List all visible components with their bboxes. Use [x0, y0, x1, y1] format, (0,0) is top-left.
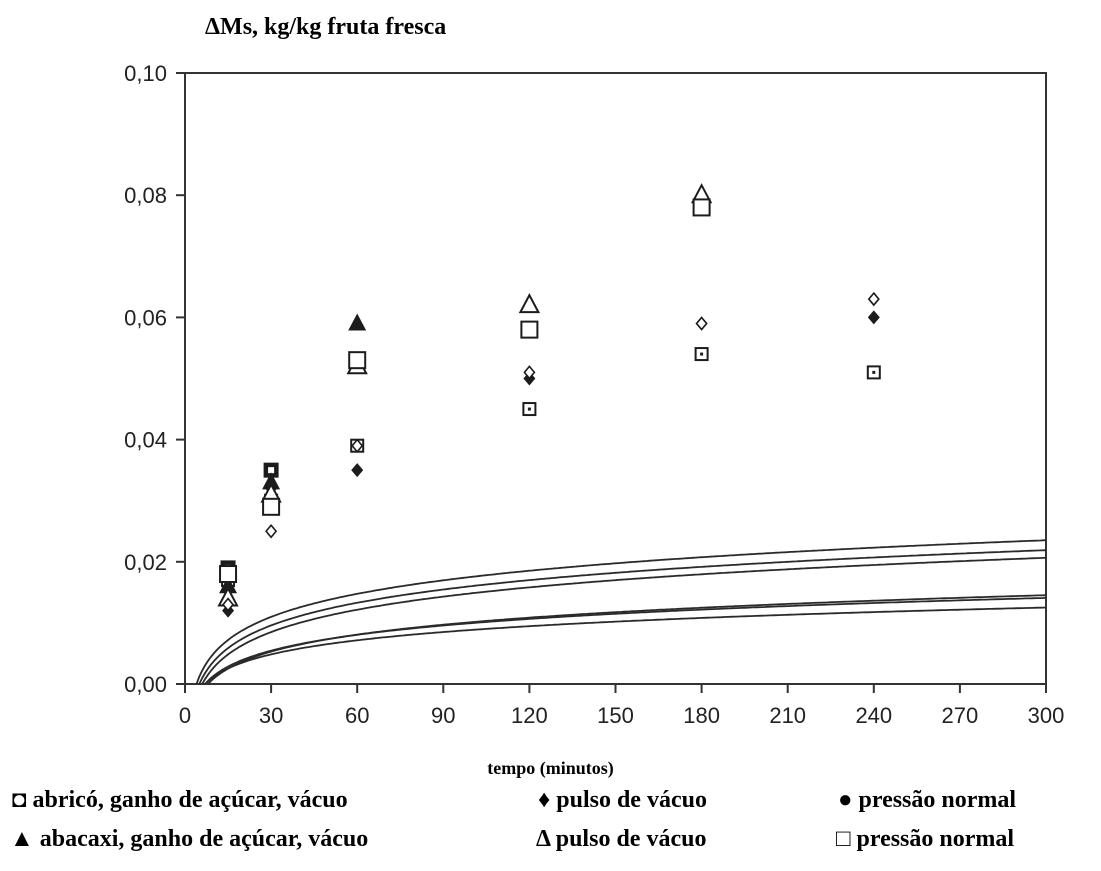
plot-area-frame — [184, 72, 1047, 685]
legend-symbol: ● — [838, 787, 853, 813]
data-point-square-dot — [872, 370, 876, 374]
data-point-diamond — [222, 597, 235, 612]
fitted-curve — [204, 606, 1047, 685]
data-point-square-dot — [700, 352, 704, 356]
legend-label: pulso de vácuo — [556, 787, 707, 813]
data-point-triangle — [348, 313, 367, 331]
data-point-square-dot — [527, 407, 531, 411]
legend-item-abrico-pressao: ● pressão normal — [838, 787, 1016, 814]
data-point-diamond — [351, 438, 364, 453]
legend-symbol: ♦ — [538, 787, 551, 813]
x-tick-label: 120 — [511, 703, 548, 728]
y-tick-label: 0,02 — [124, 550, 167, 575]
data-point-triangle — [518, 293, 541, 314]
legend-item-abrico-vacuo: ◘ abricó, ganho de açúcar, vácuo — [12, 787, 348, 814]
x-axis-label: tempo (minutos) — [487, 758, 614, 778]
legend-symbol: □ — [836, 826, 851, 852]
data-point-square — [262, 497, 281, 516]
data-point-diamond — [265, 524, 278, 539]
x-tick-label: 240 — [855, 703, 892, 728]
legend-label: abacaxi, ganho de açúcar, vácuo — [39, 826, 369, 852]
legend-symbol: ▲ — [10, 826, 34, 852]
x-tick-label: 90 — [431, 703, 455, 728]
legend-symbol: Δ — [536, 826, 550, 852]
legend-label: abricó, ganho de açúcar, vácuo — [32, 787, 348, 813]
x-tick-label: 150 — [597, 703, 634, 728]
data-point-square-hole — [268, 467, 275, 474]
x-tick-label: 270 — [942, 703, 979, 728]
data-point-triangle — [219, 576, 238, 594]
legend: ◘ abricó, ganho de açúcar, vácuo ♦ pulso… — [0, 782, 1101, 870]
x-tick-label: 300 — [1028, 703, 1065, 728]
y-tick-label: 0,04 — [124, 428, 167, 453]
data-point-square — [219, 565, 238, 584]
legend-item-abacaxi-vacuo: ▲ abacaxi, ganho de açúcar, vácuo — [10, 826, 368, 853]
fitted-curve — [198, 549, 1047, 685]
legend-label: pulso de vácuo — [555, 826, 707, 852]
chart-title: ΔMs, kg/kg fruta fresca — [205, 14, 447, 40]
fitted-curve — [204, 597, 1047, 685]
y-tick-label: 0,00 — [124, 672, 167, 697]
data-point-square — [692, 198, 711, 217]
x-tick-label: 60 — [345, 703, 369, 728]
y-tick-label: 0,10 — [124, 61, 167, 86]
x-tick-label: 210 — [769, 703, 806, 728]
legend-item-abacaxi-pressao: □ pressão normal — [836, 826, 1014, 853]
data-point-diamond — [523, 365, 536, 380]
legend-item-abacaxi-pulso: Δ pulso de vácuo — [536, 826, 706, 853]
y-tick-label: 0,06 — [124, 305, 167, 330]
legend-label: pressão normal — [858, 787, 1017, 813]
legend-label: pressão normal — [856, 826, 1015, 852]
data-point-diamond — [867, 310, 880, 325]
data-point-square — [348, 351, 367, 370]
fitted-curve — [195, 539, 1047, 685]
x-tick-label: 180 — [683, 703, 720, 728]
data-point-square — [520, 320, 539, 339]
data-point-triangle — [262, 472, 281, 490]
data-point-diamond — [867, 291, 880, 307]
data-point-diamond — [695, 316, 708, 331]
fitted-curve — [201, 556, 1047, 685]
legend-item-abrico-pulso: ♦ pulso de vácuo — [538, 787, 707, 814]
x-tick-label: 30 — [259, 703, 283, 728]
x-tick-label: 0 — [179, 703, 191, 728]
y-tick-label: 0,08 — [124, 183, 167, 208]
fitted-curve — [207, 594, 1047, 685]
legend-symbol: ◘ — [12, 787, 27, 813]
data-point-diamond — [351, 463, 364, 478]
